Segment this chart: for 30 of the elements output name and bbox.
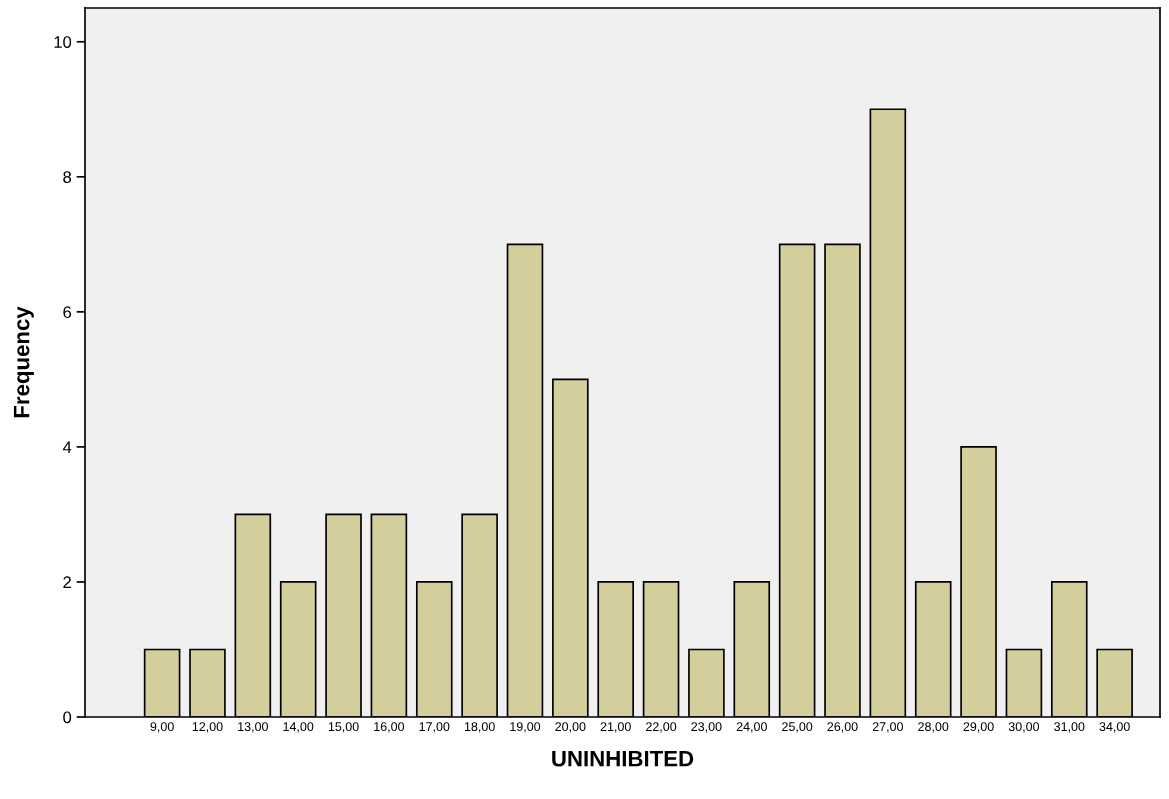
x-tick-label: 27,00 (872, 722, 903, 733)
y-axis-title: Frequency (13, 306, 34, 418)
y-tick-label: 4 (62, 441, 72, 453)
x-tick-label: 19,00 (510, 722, 541, 733)
x-tick-label: 16,00 (374, 722, 405, 733)
x-tick-label: 31,00 (1054, 722, 1085, 733)
x-tick-label: 12,00 (192, 722, 223, 733)
y-tick-label: 6 (63, 306, 72, 319)
x-tick-label: 30,00 (1008, 722, 1040, 733)
x-tick-label: 25,00 (782, 722, 813, 733)
x-axis-title: UNINHIBITED (552, 751, 694, 767)
x-tick-label: 18,00 (464, 722, 495, 733)
x-tick-label: 22,00 (646, 722, 677, 733)
x-tick-label: 34,00 (1099, 722, 1130, 733)
x-tick-label: 14,00 (283, 722, 314, 733)
x-tick-label: 24,00 (736, 722, 767, 733)
x-tick-label: 20,00 (555, 722, 586, 733)
x-tick-label: 17,00 (419, 722, 450, 733)
y-tick-label: 10 (54, 36, 72, 48)
x-tick-label: 23,00 (691, 722, 722, 733)
y-tick-label: 8 (63, 171, 72, 184)
x-tick-label: 21,00 (600, 722, 631, 733)
y-tick-label: 2 (63, 576, 71, 588)
x-tick-label: 26,00 (827, 722, 858, 733)
x-tick-label: 13,00 (238, 722, 268, 733)
y-tick-label: 0 (63, 711, 72, 724)
x-tick-label: 15,00 (328, 722, 359, 733)
x-tick-label: 9,00 (150, 722, 174, 733)
x-tick-label: 28,00 (918, 722, 949, 733)
x-tick-label: 29,00 (963, 722, 994, 733)
